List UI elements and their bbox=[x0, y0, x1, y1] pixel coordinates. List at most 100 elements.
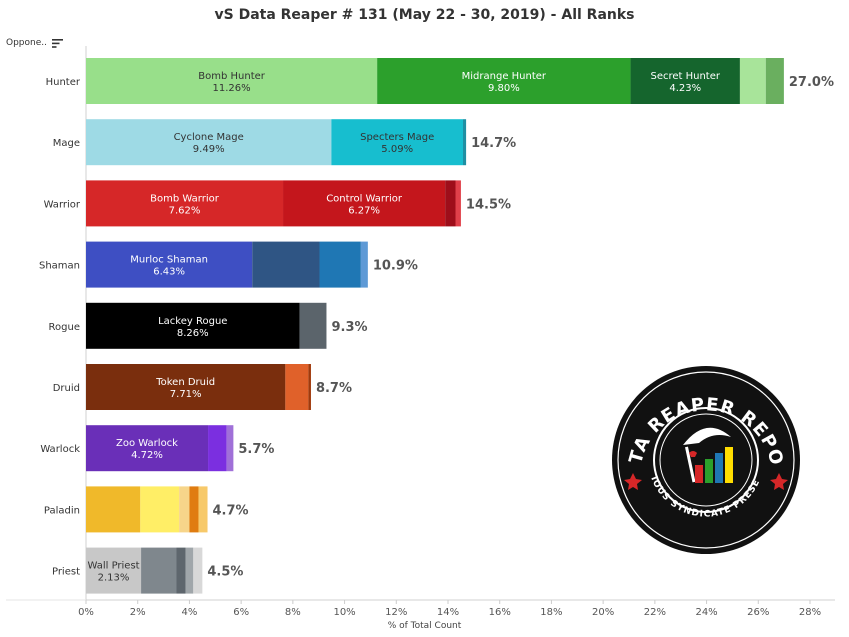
x-tick-label: 0% bbox=[78, 607, 94, 618]
segment-value-label: 11.26% bbox=[213, 83, 251, 94]
bar-segment[interactable] bbox=[455, 180, 461, 227]
x-tick-label: 26% bbox=[747, 607, 769, 618]
bar-segment[interactable] bbox=[179, 486, 190, 533]
segment-name-label: Bomb Warrior bbox=[150, 193, 220, 204]
total-label: 8.7% bbox=[316, 381, 352, 396]
x-tick-label: 20% bbox=[592, 607, 614, 618]
category-label: Warrior bbox=[44, 199, 81, 210]
segment-value-label: 9.80% bbox=[488, 83, 520, 94]
total-label: 14.7% bbox=[471, 136, 516, 151]
total-label: 27.0% bbox=[789, 75, 834, 90]
bar-segment[interactable] bbox=[86, 547, 142, 594]
bar-segment[interactable] bbox=[208, 425, 227, 472]
bar-segment[interactable] bbox=[299, 302, 327, 349]
bar-segment[interactable] bbox=[86, 241, 253, 288]
bar-segment[interactable] bbox=[739, 58, 766, 104]
sort-icon[interactable] bbox=[51, 38, 63, 48]
bar-segment[interactable] bbox=[141, 547, 177, 594]
x-tick-label: 10% bbox=[333, 607, 355, 618]
bar-segment[interactable] bbox=[445, 180, 456, 227]
bar-segment[interactable] bbox=[377, 58, 631, 104]
bar-segment[interactable] bbox=[189, 486, 199, 533]
segment-name-label: Zoo Warlock bbox=[116, 438, 178, 449]
segment-value-label: 7.62% bbox=[169, 205, 201, 216]
category-label: Shaman bbox=[39, 261, 80, 272]
segment-name-label: Cyclone Mage bbox=[174, 132, 244, 143]
bar-segment[interactable] bbox=[360, 241, 368, 288]
bar-segment[interactable] bbox=[252, 241, 320, 288]
bar-segment[interactable] bbox=[198, 486, 208, 533]
segment-value-label: 8.26% bbox=[177, 328, 209, 339]
bar-segment[interactable] bbox=[765, 58, 784, 104]
category-label: Priest bbox=[52, 567, 80, 578]
reaper-icon bbox=[683, 427, 731, 483]
segment-value-label: 7.71% bbox=[170, 389, 202, 400]
data-reaper-report-logo: DATA REAPER REPORT VICIOUS SYNDICATE PRE… bbox=[611, 365, 800, 554]
bar-segment[interactable] bbox=[86, 58, 378, 104]
bar-segment[interactable] bbox=[308, 364, 311, 410]
total-label: 14.5% bbox=[466, 197, 511, 212]
x-tick-label: 18% bbox=[540, 607, 562, 618]
bar-segment[interactable] bbox=[226, 425, 234, 472]
bar-segment[interactable] bbox=[285, 364, 309, 410]
bar-chart-icon bbox=[695, 447, 733, 483]
segment-name-label: Midrange Hunter bbox=[462, 71, 547, 82]
x-tick-label: 16% bbox=[489, 607, 511, 618]
category-label: Rogue bbox=[49, 322, 80, 333]
segment-value-label: 4.23% bbox=[669, 83, 701, 94]
bar-segment[interactable] bbox=[86, 302, 300, 349]
category-label: Mage bbox=[53, 138, 80, 149]
left-star-icon bbox=[624, 473, 642, 490]
category-label: Paladin bbox=[44, 505, 80, 516]
bar-segment[interactable] bbox=[86, 425, 209, 472]
total-label: 5.7% bbox=[238, 442, 274, 457]
bar-segment[interactable] bbox=[140, 486, 180, 533]
total-label: 4.5% bbox=[207, 565, 243, 580]
opponent-header-label: Oppone.. bbox=[6, 38, 47, 48]
bar-segment[interactable] bbox=[86, 119, 332, 166]
bar-segment[interactable] bbox=[319, 241, 361, 288]
segment-name-label: Bomb Hunter bbox=[198, 71, 266, 82]
bar-row-paladin[interactable]: Paladin 4.7% bbox=[44, 486, 249, 533]
bar-segment[interactable] bbox=[176, 547, 186, 594]
bar-segment[interactable] bbox=[86, 180, 284, 227]
x-tick-label: 14% bbox=[437, 607, 459, 618]
segment-value-label: 6.43% bbox=[153, 267, 185, 278]
x-tick-label: 24% bbox=[695, 607, 717, 618]
bar-segment[interactable] bbox=[462, 119, 467, 166]
total-label: 10.9% bbox=[373, 259, 418, 274]
segment-name-label: Lackey Rogue bbox=[158, 316, 227, 327]
total-label: 4.7% bbox=[213, 503, 249, 518]
bar-segment[interactable] bbox=[283, 180, 446, 227]
x-axis-label: % of Total Count bbox=[387, 621, 462, 631]
segment-value-label: 6.27% bbox=[348, 205, 380, 216]
bar-segment[interactable] bbox=[86, 486, 141, 533]
x-tick-label: 6% bbox=[233, 607, 249, 618]
bar-segment[interactable] bbox=[331, 119, 463, 166]
x-tick-labels: 0% 2% 4% 6% 8% 10% 12% 14% 16% 18% 20% 22% 24% 26% 28% bbox=[78, 600, 821, 618]
bar-segment[interactable] bbox=[185, 547, 194, 594]
x-tick-label: 28% bbox=[799, 607, 821, 618]
category-label: Druid bbox=[53, 383, 80, 394]
bar-segment[interactable] bbox=[193, 547, 203, 594]
segment-name-label: Token Druid bbox=[155, 377, 215, 388]
x-tick-label: 2% bbox=[130, 607, 146, 618]
opponent-column-header[interactable]: Oppone.. bbox=[6, 38, 63, 48]
bar-segment[interactable] bbox=[630, 58, 740, 104]
total-label: 9.3% bbox=[331, 320, 367, 335]
right-star-icon bbox=[770, 473, 788, 490]
bar-segment[interactable] bbox=[86, 364, 286, 410]
segment-value-label: 5.09% bbox=[381, 144, 413, 155]
segment-name-label: Wall Priest bbox=[87, 561, 139, 572]
segment-value-label: 9.49% bbox=[193, 144, 225, 155]
segment-value-label: 4.72% bbox=[131, 450, 163, 461]
